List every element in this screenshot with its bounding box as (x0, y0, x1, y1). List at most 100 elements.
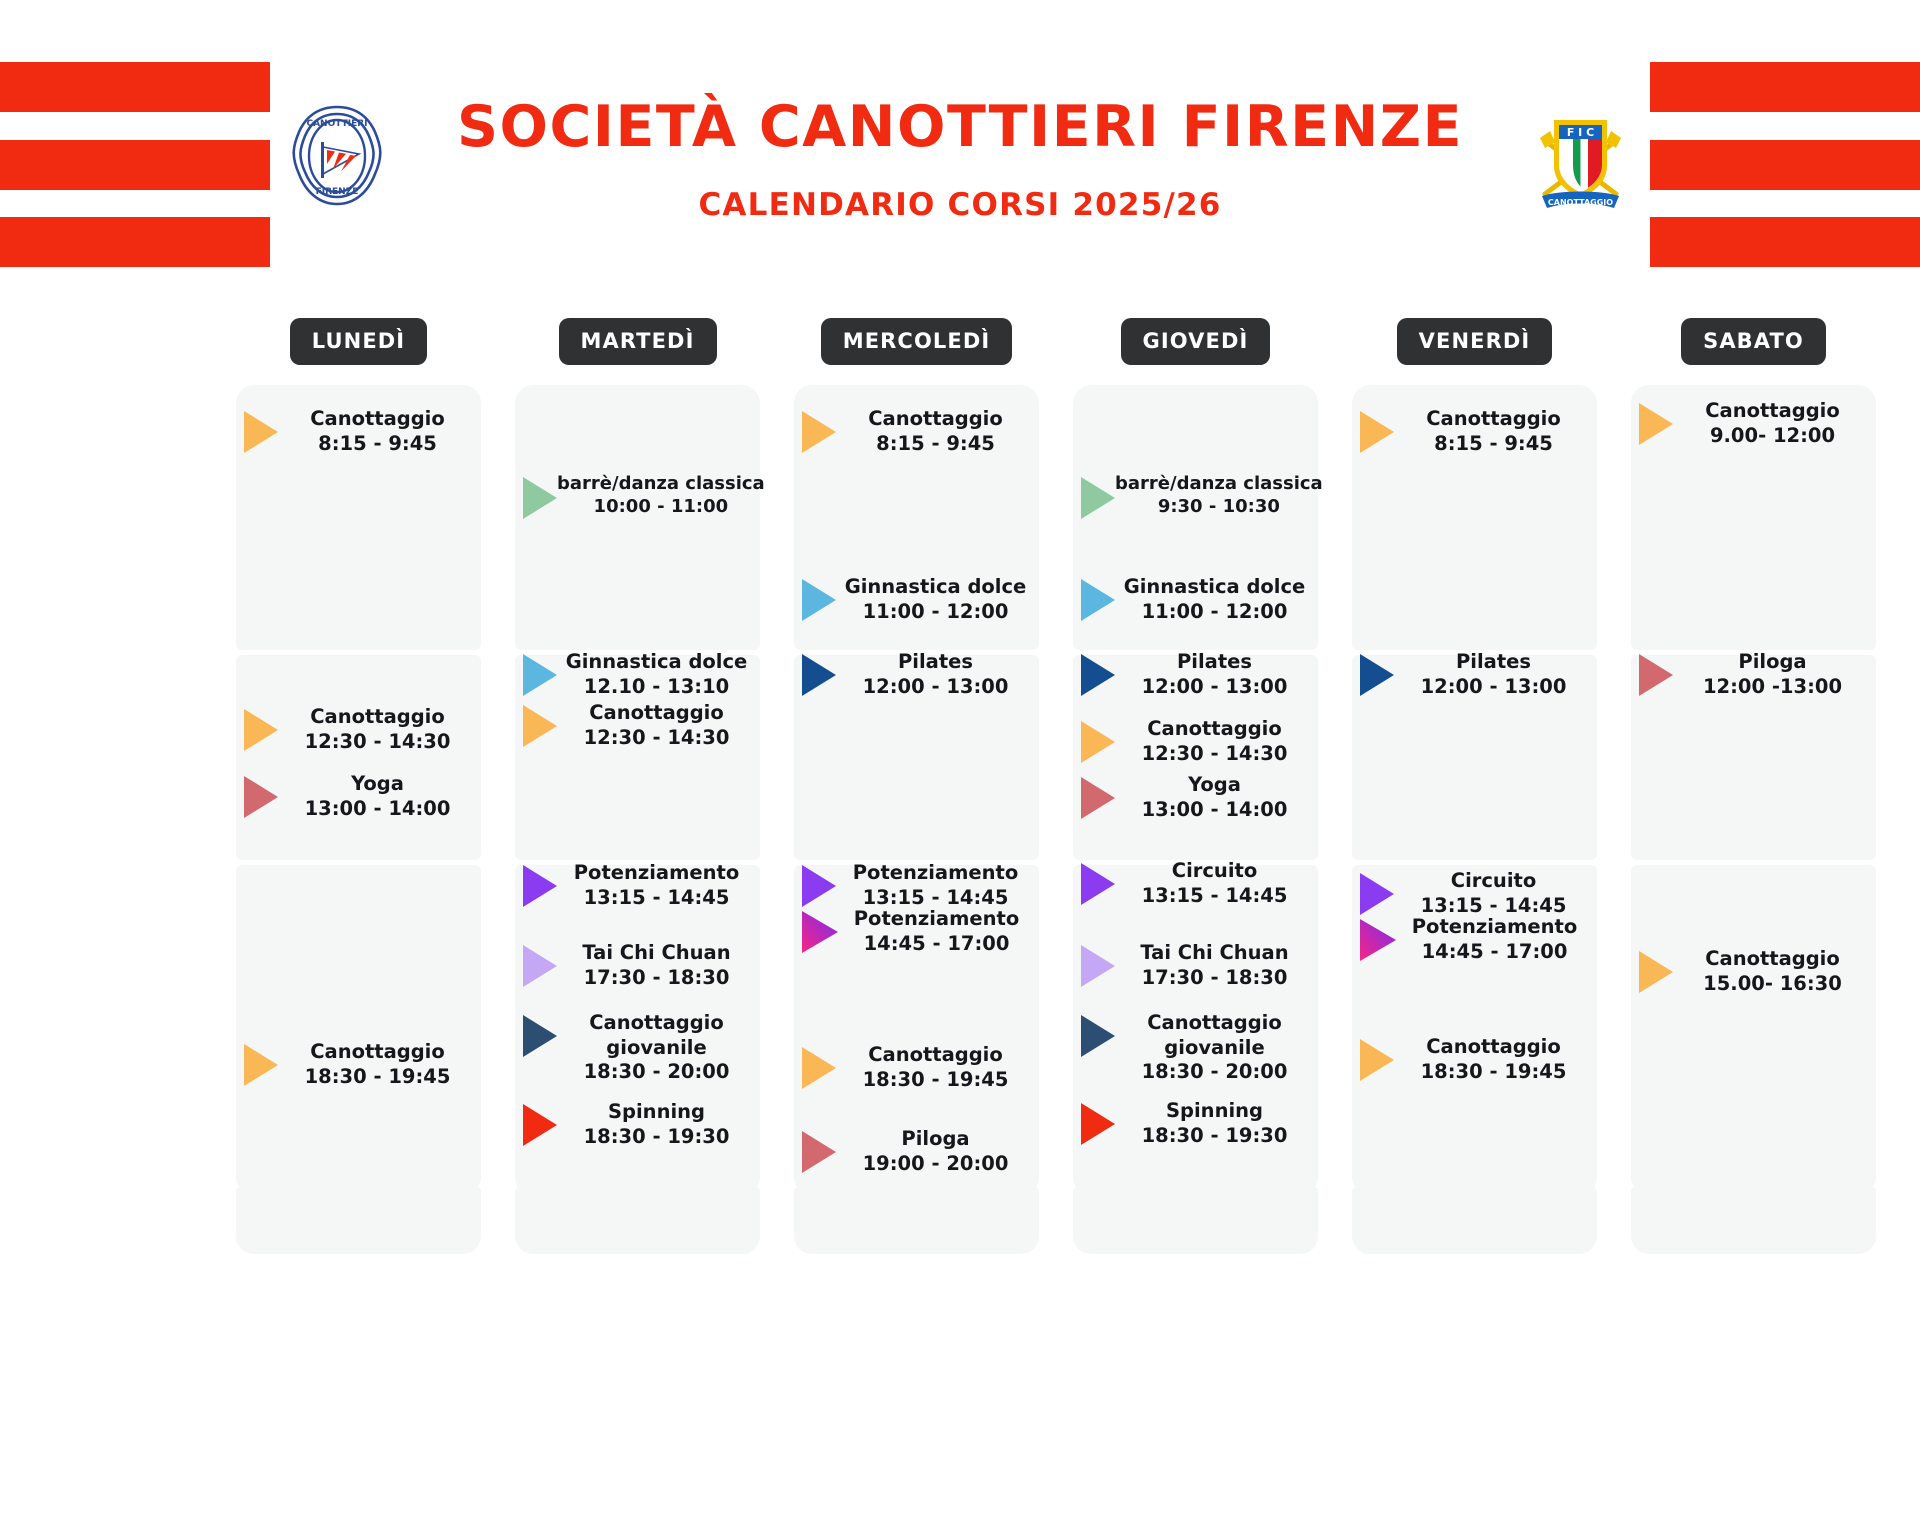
schedule-entry[interactable]: Potenziamento 13:15 - 14:45 (515, 861, 760, 910)
triangle-marker-icon (802, 411, 836, 453)
entry-text: Canottaggio 12:30 - 14:30 (278, 705, 481, 754)
day-header-pill[interactable]: MERCOLEDÌ (820, 318, 1013, 365)
entry-text: Canottaggio giovanile 18:30 - 20:00 (1115, 1011, 1318, 1085)
schedule-entry[interactable]: Canottaggio 18:30 - 19:45 (1352, 1035, 1597, 1084)
course-name: Canottaggio (868, 1043, 1003, 1066)
schedule-block: Canottaggio 9.00- 12:00 (1631, 385, 1876, 650)
entry-text: Canottaggio 8:15 - 9:45 (278, 407, 481, 456)
schedule-entry[interactable]: Canottaggio 8:15 - 9:45 (236, 407, 481, 456)
entry-list: Pilates 12:00 - 13:00 (1352, 650, 1597, 860)
entry-text: Potenziamento 14:45 - 17:00 (1396, 915, 1597, 964)
schedule-entry[interactable]: Canottaggio giovanile 18:30 - 20:00 (1073, 1011, 1318, 1085)
course-name: Circuito (1171, 859, 1258, 882)
schedule-entry[interactable]: Ginnastica dolce 12.10 - 13:10 (515, 650, 760, 699)
schedule-entry[interactable]: Circuito 13:15 - 14:45 (1352, 869, 1597, 918)
day-header-pill[interactable]: GIOVEDÌ (1120, 318, 1271, 365)
schedule-entry[interactable]: Potenziamento 14:45 - 17:00 (794, 907, 1039, 956)
entry-text: Canottaggio 8:15 - 9:45 (1394, 407, 1597, 456)
course-name: barrè/danza classica (557, 473, 765, 494)
course-name: Yoga (351, 772, 404, 795)
schedule-entry[interactable]: barrè/danza classica 9:30 - 10:30 (1073, 473, 1323, 519)
schedule-entry[interactable]: Piloga 19:00 - 20:00 (794, 1127, 1039, 1176)
schedule-block-tail (236, 1186, 481, 1254)
schedule-entry[interactable]: Pilates 12:00 - 13:00 (794, 650, 1039, 699)
triangle-marker-icon (1081, 863, 1115, 905)
entry-text: Piloga 19:00 - 20:00 (836, 1127, 1039, 1176)
schedule-entry[interactable]: Canottaggio 8:15 - 9:45 (794, 407, 1039, 456)
course-time: 14:45 - 17:00 (1421, 939, 1568, 963)
schedule-entry[interactable]: Canottaggio 9.00- 12:00 (1631, 399, 1876, 448)
entry-text: Spinning 18:30 - 19:30 (557, 1100, 760, 1149)
schedule-entry[interactable]: Canottaggio 15.00- 16:30 (1631, 947, 1876, 996)
schedule-entry[interactable]: Circuito 13:15 - 14:45 (1073, 859, 1318, 908)
day-blocks: Canottaggio 8:15 - 9:45 Pilates 12:00 - 13:… (1352, 385, 1597, 1254)
course-name: Canottaggio (310, 705, 445, 728)
entry-text: Ginnastica dolce 12.10 - 13:10 (557, 650, 760, 699)
svg-text:FIRENZE: FIRENZE (316, 187, 359, 197)
entry-text: Potenziamento 13:15 - 14:45 (557, 861, 760, 910)
schedule-entry[interactable]: Piloga 12:00 -13:00 (1631, 650, 1876, 699)
schedule-entry[interactable]: Yoga 13:00 - 14:00 (236, 772, 481, 821)
entry-text: Tai Chi Chuan 17:30 - 18:30 (1115, 941, 1318, 990)
schedule-block-tail (1631, 1186, 1876, 1254)
course-name: Canottaggio (310, 407, 445, 430)
course-name: Tai Chi Chuan (1140, 941, 1289, 964)
course-name: Ginnastica dolce (1123, 575, 1306, 598)
triangle-marker-icon (1360, 411, 1394, 453)
entry-text: Pilates 12:00 - 13:00 (1394, 650, 1597, 699)
schedule-entry[interactable]: Canottaggio 12:30 - 14:30 (236, 705, 481, 754)
schedule-entry[interactable]: Canottaggio 12:30 - 14:30 (515, 701, 760, 750)
day-blocks: Canottaggio 9.00- 12:00 Piloga 12:00 -13:00… (1631, 385, 1876, 1254)
course-time: 18:30 - 20:00 (583, 1060, 730, 1084)
schedule-entry[interactable]: Canottaggio 18:30 - 19:45 (794, 1043, 1039, 1092)
course-name: Canottaggio (1705, 399, 1840, 422)
day-header-pill[interactable]: MARTEDÌ (558, 318, 717, 365)
day-header-pill[interactable]: VENERDÌ (1396, 318, 1553, 365)
day-column-giovedì: GIOVEDÌ barrè/danza classica 9:30 - 10:30 G… (1073, 318, 1323, 1254)
schedule-entry[interactable]: Ginnastica dolce 11:00 - 12:00 (794, 575, 1039, 624)
schedule-block: barrè/danza classica 10:00 - 11:00 (515, 385, 765, 650)
schedule-block-tail (515, 1186, 760, 1254)
schedule-block: Piloga 12:00 -13:00 (1631, 650, 1876, 860)
schedule-entry[interactable]: Pilates 12:00 - 13:00 (1352, 650, 1597, 699)
schedule-entry[interactable]: Spinning 18:30 - 19:30 (515, 1100, 760, 1149)
schedule-block-tail (794, 1186, 1039, 1254)
schedule-entry[interactable]: Potenziamento 14:45 - 17:00 (1352, 915, 1597, 964)
day-header-pill[interactable]: SABATO (1681, 318, 1826, 365)
entry-list: barrè/danza classica 9:30 - 10:30 Ginnasti… (1073, 385, 1323, 650)
schedule-block: Circuito 13:15 - 14:45 Potenziamento 14:45 … (1352, 865, 1597, 1195)
entry-list: Canottaggio 12:30 - 14:30 Yoga 13:00 - 14:0… (236, 655, 481, 860)
course-time: 18:30 - 19:45 (1420, 1059, 1567, 1083)
schedule-entry[interactable]: Yoga 13:00 - 14:00 (1073, 773, 1318, 822)
schedule-entry[interactable]: Canottaggio 12:30 - 14:30 (1073, 717, 1318, 766)
fic-ribbon-text: CANOTTAGGIO (1548, 198, 1613, 207)
triangle-marker-icon (1360, 873, 1394, 915)
schedule-entry[interactable]: Ginnastica dolce 11:00 - 12:00 (1073, 575, 1318, 624)
day-header-pill[interactable]: LUNEDÌ (289, 318, 428, 365)
schedule-entry[interactable]: Tai Chi Chuan 17:30 - 18:30 (1073, 941, 1318, 990)
entry-text: Tai Chi Chuan 17:30 - 18:30 (557, 941, 760, 990)
entry-list: Circuito 13:15 - 14:45 Tai Chi Chuan 17:30 … (1073, 859, 1318, 1195)
course-time: 9:30 - 10:30 (1157, 495, 1280, 517)
day-column-lunedì: LUNEDÌ Canottaggio 8:15 - 9:45 Canottaggio 1… (236, 318, 481, 1254)
schedule-block: Pilates 12:00 - 13:00 Canottaggio 12:30 - 1… (1073, 650, 1318, 860)
course-time: 18:30 - 19:45 (862, 1067, 1009, 1091)
schedule-entry[interactable]: Potenziamento 13:15 - 14:45 (794, 861, 1039, 910)
course-name: Potenziamento (853, 907, 1020, 930)
course-name: Pilates (1177, 650, 1252, 673)
schedule-entry[interactable]: Canottaggio 18:30 - 19:45 (236, 1040, 481, 1089)
schedule-entry[interactable]: Canottaggio 8:15 - 9:45 (1352, 407, 1597, 456)
decorative-stripes-right (1650, 62, 1920, 267)
course-name: Circuito (1450, 869, 1537, 892)
schedule-entry[interactable]: Spinning 18:30 - 19:30 (1073, 1099, 1318, 1148)
stripe (1650, 139, 1920, 190)
entry-list: Canottaggio 8:15 - 9:45 Ginnastica dolce 11… (794, 385, 1039, 650)
schedule-entry[interactable]: Canottaggio giovanile 18:30 - 20:00 (515, 1011, 760, 1085)
course-name: Spinning (608, 1100, 705, 1123)
course-name: Yoga (1188, 773, 1241, 796)
schedule-entry[interactable]: Tai Chi Chuan 17:30 - 18:30 (515, 941, 760, 990)
day-blocks: Canottaggio 8:15 - 9:45 Canottaggio 12:30 -… (236, 385, 481, 1254)
schedule-entry[interactable]: barrè/danza classica 10:00 - 11:00 (515, 473, 765, 519)
course-time: 13:15 - 14:45 (862, 885, 1009, 909)
schedule-entry[interactable]: Pilates 12:00 - 13:00 (1073, 650, 1318, 699)
